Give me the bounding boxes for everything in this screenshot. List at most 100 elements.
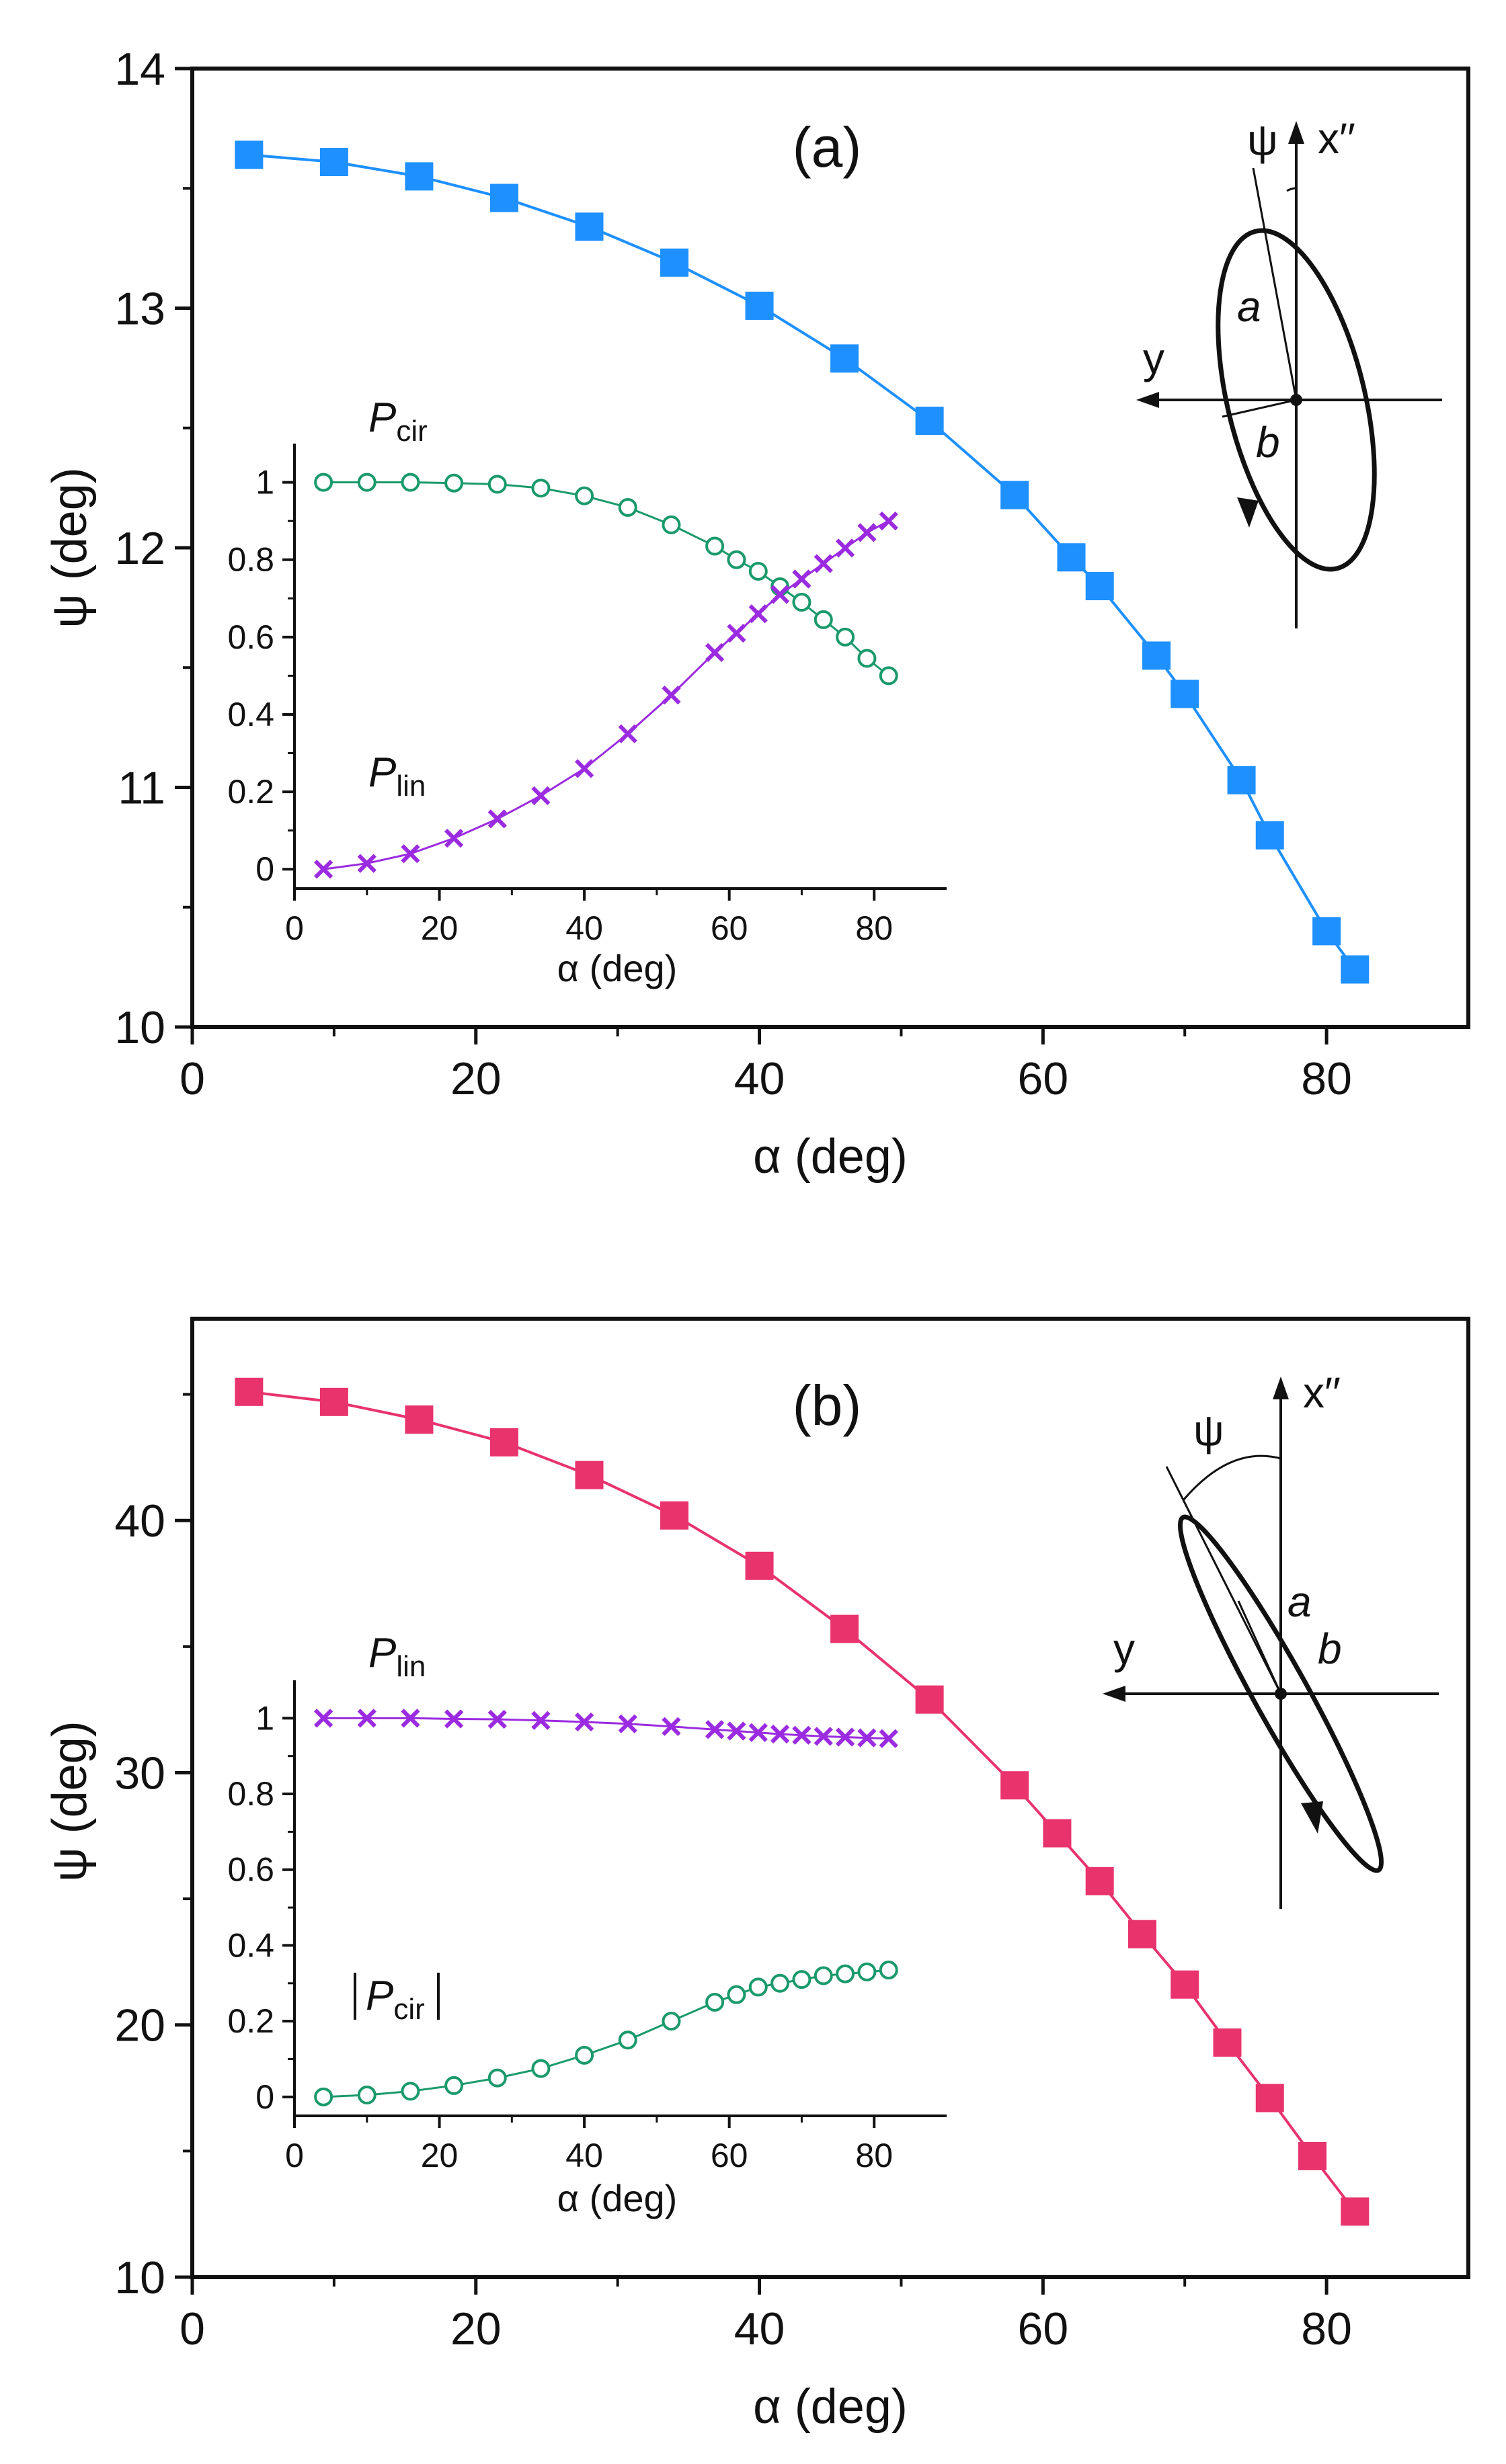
inset-point-circle (662, 515, 681, 534)
x-tick-label: 40 (734, 2303, 785, 2354)
panel-a-x-ticks: 0 20 40 60 80 (180, 1027, 1352, 1104)
inset-x-tick-label: 0 (285, 909, 304, 947)
diagram-a-x-label: x′′ (1318, 114, 1355, 163)
inset-point-x (748, 1723, 768, 1742)
x-tick-label: 60 (1018, 1053, 1069, 1104)
data-point-square (235, 140, 264, 169)
data-point-square (1227, 766, 1256, 794)
panel-a-y-ticks: 10 11 12 13 14 (114, 44, 192, 1053)
p-lin-main: P (368, 1630, 396, 1676)
inset-point-circle (314, 2087, 333, 2106)
inset-x-tick-label: 0 (285, 2137, 304, 2174)
diagram-b-direction-arrow (1301, 1801, 1323, 1834)
inset-point-x (444, 1709, 464, 1729)
inset-series-line (323, 520, 889, 870)
p-cir-main: P (368, 395, 396, 441)
panel-a-inset-x-ticks: 0 20 40 60 80 (285, 889, 893, 947)
panel-a-label: (a) (793, 116, 862, 179)
panel-b-legend-abs-p-cir: Pcir (354, 1973, 440, 2026)
inset-point-circle (836, 627, 855, 647)
data-point-square (1000, 481, 1029, 509)
panel-b-frame (190, 1317, 1470, 2279)
inset-point-x (487, 1709, 507, 1729)
data-point-square (660, 1501, 689, 1530)
inset-point-circle (444, 2076, 464, 2095)
inset-point-x (792, 1725, 811, 1745)
x-tick-label: 20 (450, 1053, 502, 1104)
panel-a-y-axis-title: ψ (deg) (43, 467, 97, 628)
x-tick-label: 0 (180, 2303, 205, 2354)
inset-point-circle (357, 473, 377, 492)
data-point-square (1085, 1866, 1114, 1895)
inset-y-tick-label: 0.2 (227, 2002, 274, 2040)
panel-a-legend-p-cir: Pcir (368, 395, 428, 448)
y-tick-label: 11 (118, 763, 165, 814)
y-tick-label: 20 (114, 2000, 165, 2051)
inset-point-x (357, 854, 377, 873)
inset-point-circle (575, 2045, 594, 2065)
p-lin-main: P (368, 749, 396, 796)
y-tick-label: 30 (114, 1748, 165, 1799)
inset-point-circle (727, 1985, 746, 2004)
panel-b-legend-p-lin: Plin (368, 1630, 426, 1683)
panel-b-y-axis-title: ψ (deg) (43, 1721, 97, 1881)
diagram-a-major-axis-line (1252, 167, 1298, 401)
inset-x-tick-label: 40 (565, 909, 603, 947)
inset-x-tick-label: 20 (421, 909, 459, 947)
inset-point-circle (618, 497, 637, 517)
panel-a-inset-series (313, 473, 898, 879)
inset-point-x (618, 1714, 637, 1733)
inset-point-x (727, 1721, 746, 1741)
data-point-square (1298, 2141, 1327, 2170)
inset-y-tick-label: 0.6 (227, 618, 274, 656)
inset-series-line (323, 1717, 889, 1740)
diagram-b-minor-axis-line (1237, 1600, 1282, 1694)
inset-y-tick-label: 0.6 (227, 1851, 274, 1889)
diagram-b-y-arrowhead (1103, 1686, 1125, 1702)
panel-b-inset-y-ticks: 0 0.2 0.4 0.6 0.8 1 (227, 1699, 294, 2116)
diagram-a-psi-arc (1286, 187, 1297, 192)
inset-point-circle (444, 473, 464, 493)
data-point-square (660, 248, 689, 277)
inset-point-circle (357, 2086, 377, 2105)
inset-point-circle (748, 561, 768, 581)
inset-point-x (835, 1727, 855, 1747)
x-tick-label: 40 (734, 1053, 785, 1104)
inset-point-x (857, 1728, 877, 1748)
data-point-square (1171, 1970, 1199, 1999)
panel-b-inset-series (313, 1709, 898, 2106)
diagram-a-minor-axis-line (1222, 399, 1297, 418)
data-point-square (405, 162, 434, 191)
diagram-b-b-label: b (1318, 1625, 1342, 1673)
inset-point-circle (531, 2059, 551, 2078)
p-lin-sub: lin (396, 1650, 426, 1683)
panel-b-series (235, 1377, 1370, 2226)
data-point-square (1171, 680, 1199, 708)
panel-a-inset-y-ticks: 0 0.2 0.4 0.6 0.8 1 (227, 464, 294, 888)
inset-x-tick-label: 60 (711, 2137, 748, 2174)
inset-x-tick-label: 60 (711, 909, 748, 947)
inset-point-circle (792, 1970, 811, 1989)
inset-point-x (748, 604, 768, 624)
inset-point-x (574, 1712, 594, 1732)
inset-y-tick-label: 0 (255, 850, 274, 888)
diagram-b-center-dot (1275, 1688, 1287, 1700)
data-point-square (1142, 641, 1171, 670)
inset-y-tick-label: 0.8 (227, 541, 274, 579)
inset-x-tick-label: 40 (565, 2137, 603, 2174)
data-point-square (575, 1461, 604, 1489)
data-point-square (319, 148, 348, 177)
panel-b-y-ticks: 10 20 30 40 (114, 1393, 192, 2303)
panel-a-ellipse-diagram: ψ x′′ y a b (1136, 114, 1442, 628)
data-point-square (745, 291, 774, 320)
data-point-square (915, 407, 944, 436)
inset-point-circle (487, 2068, 507, 2088)
y-tick-label: 10 (114, 2252, 165, 2303)
y-tick-label: 13 (114, 284, 165, 335)
y-tick-label: 10 (114, 1002, 165, 1053)
diagram-b-x-arrowhead (1273, 1377, 1289, 1399)
inset-point-x (705, 1720, 725, 1739)
data-point-square (830, 344, 859, 373)
